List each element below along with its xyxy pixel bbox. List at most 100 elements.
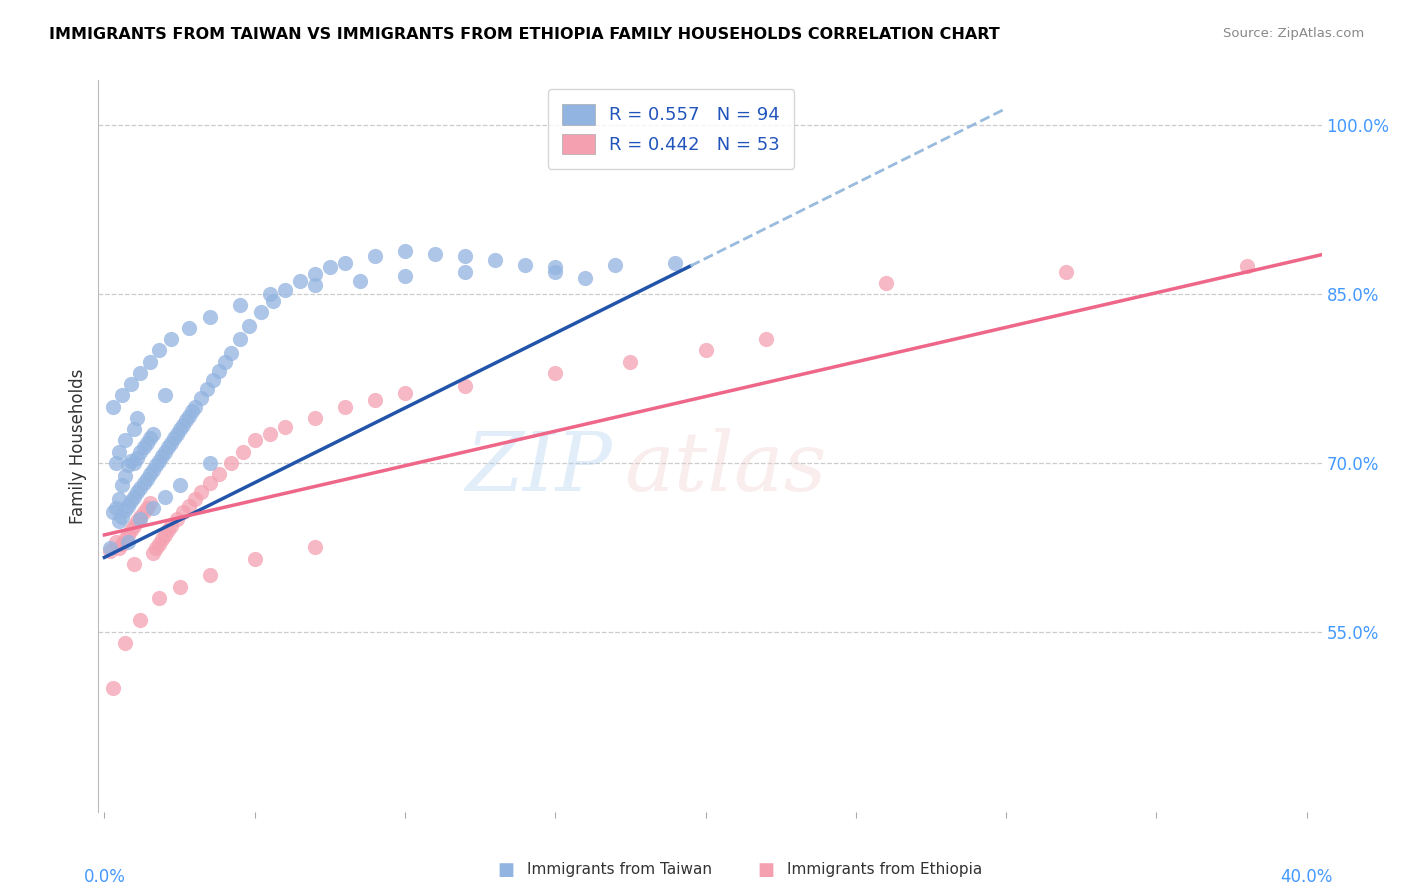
Point (129, 481, 152, 495)
Text: ■: ■ (498, 861, 515, 879)
Point (117, 499, 139, 513)
Point (103, 400, 125, 414)
Point (180, 404, 202, 418)
Point (304, 278, 326, 293)
Point (141, 500, 163, 515)
Point (484, 253, 506, 268)
Point (454, 249, 477, 263)
Point (148, 453, 170, 467)
Point (195, 382, 218, 396)
Point (259, 426, 281, 441)
Point (274, 283, 297, 297)
Point (129, 509, 152, 524)
Text: IMMIGRANTS FROM TAIWAN VS IMMIGRANTS FROM ETHIOPIA FAMILY HOUSEHOLDS CORRELATION: IMMIGRANTS FROM TAIWAN VS IMMIGRANTS FRO… (49, 27, 1000, 42)
Point (105, 500, 128, 515)
Text: 40.0%: 40.0% (1281, 868, 1333, 886)
Point (349, 274, 371, 288)
Point (177, 409, 200, 423)
Point (141, 426, 163, 441)
Point (150, 449, 173, 463)
Point (111, 537, 134, 551)
Point (208, 467, 231, 482)
Point (544, 366, 567, 380)
Point (174, 413, 197, 427)
Point (103, 505, 125, 519)
Point (364, 249, 387, 263)
Point (148, 343, 170, 358)
Point (333, 400, 356, 414)
Point (198, 476, 221, 491)
Text: ■: ■ (758, 861, 775, 879)
Point (111, 388, 134, 402)
Point (153, 528, 176, 542)
Point (129, 614, 152, 628)
Text: Source: ZipAtlas.com: Source: ZipAtlas.com (1223, 27, 1364, 40)
Point (145, 458, 167, 472)
Text: Immigrants from Ethiopia: Immigrants from Ethiopia (787, 863, 983, 877)
Point (124, 456, 146, 470)
Point (243, 434, 266, 448)
Text: ZIP: ZIP (465, 428, 612, 508)
Point (156, 524, 179, 538)
Point (108, 444, 131, 458)
Point (153, 444, 176, 458)
Point (177, 321, 200, 335)
Point (135, 500, 157, 515)
Point (544, 264, 567, 278)
Point (111, 509, 134, 524)
Point (111, 478, 134, 492)
Point (117, 458, 139, 472)
Point (619, 354, 641, 368)
Point (129, 444, 152, 458)
Point (1236, 259, 1258, 273)
Point (114, 636, 136, 650)
Point (132, 476, 155, 491)
Point (544, 260, 567, 274)
Point (394, 386, 416, 401)
Point (288, 274, 311, 288)
Point (150, 533, 173, 547)
Point (138, 467, 160, 482)
Point (100, 543, 122, 558)
Point (105, 534, 128, 549)
Point (169, 580, 191, 594)
Point (259, 287, 281, 301)
Point (132, 505, 155, 519)
Point (127, 451, 149, 466)
Point (105, 456, 128, 470)
Point (121, 377, 143, 392)
Point (162, 431, 184, 445)
Point (394, 269, 416, 284)
Point (198, 456, 221, 470)
Point (103, 681, 125, 695)
Point (1054, 264, 1077, 278)
Point (138, 354, 160, 368)
Point (100, 541, 122, 556)
Point (127, 485, 149, 500)
Point (108, 491, 131, 506)
Point (148, 537, 170, 551)
Point (183, 400, 205, 414)
Point (117, 528, 139, 542)
Point (169, 478, 191, 492)
Point (304, 267, 326, 281)
Point (423, 246, 446, 260)
Point (129, 366, 152, 380)
Point (333, 255, 356, 269)
Point (121, 453, 143, 467)
Point (166, 512, 188, 526)
Point (121, 494, 143, 508)
Point (166, 426, 188, 441)
Point (574, 271, 596, 285)
Point (114, 434, 136, 448)
Point (148, 591, 170, 605)
Point (114, 503, 136, 517)
Point (198, 568, 221, 582)
Point (127, 515, 149, 529)
Point (177, 499, 200, 513)
Point (124, 422, 146, 436)
Point (124, 519, 146, 533)
Point (755, 332, 778, 346)
Point (153, 388, 176, 402)
Point (262, 293, 284, 308)
